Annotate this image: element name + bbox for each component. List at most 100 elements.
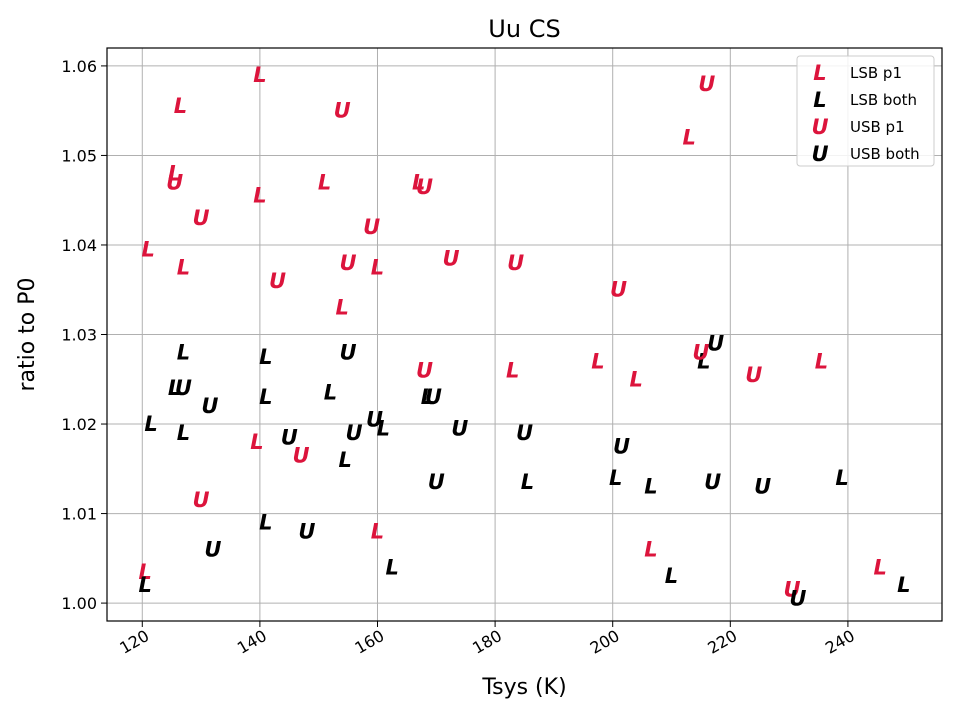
point-lsb-p1: L (371, 255, 384, 279)
point-usb-p1: U (363, 215, 380, 239)
point-lsb-p1: L (815, 349, 828, 373)
point-usb-p1: U (269, 269, 286, 293)
legend-marker-usb-p1: U (811, 115, 828, 139)
legend: L LSB p1 L LSB both U USB p1 U USB both (796, 55, 935, 167)
x-tick-label: 180 (469, 626, 505, 658)
x-tick-label: 120 (116, 626, 152, 658)
point-usb-p1: U (784, 578, 801, 602)
point-lsb-p1: L (250, 430, 263, 454)
point-lsb-p1: L (630, 367, 643, 391)
point-usb-p1: U (745, 363, 762, 387)
point-lsb-both: L (177, 340, 190, 364)
point-usb-p1: U (340, 251, 357, 275)
point-lsb-both: L (177, 421, 190, 445)
y-tick-label: 1.05 (61, 146, 97, 165)
point-usb-p1: U (698, 72, 715, 96)
point-usb-both: U (204, 537, 221, 561)
point-lsb-both: L (697, 349, 710, 373)
point-lsb-both: L (385, 555, 398, 579)
point-usb-p1: U (507, 251, 524, 275)
point-usb-both: U (345, 421, 362, 445)
axis-ticks: 120 140 160 180 200 220 240 1.00 1.01 1.02 1.03 1.0… (61, 57, 858, 658)
y-tick-label: 1.06 (61, 57, 97, 76)
point-lsb-both: L (644, 475, 657, 499)
point-usb-p1: U (610, 278, 627, 302)
data-points: L L L L L L L L L L L L L L L L L L L L L L L L L L L L L L L L L L L L L L L L… (139, 63, 911, 611)
point-lsb-p1: L (139, 560, 152, 584)
point-lsb-p1: L (591, 349, 604, 373)
x-tick-label: 160 (352, 626, 388, 658)
point-lsb-p1: L (253, 63, 266, 87)
x-tick-label: 220 (704, 626, 740, 658)
point-lsb-p1: L (174, 94, 187, 118)
x-tick-label: 140 (234, 626, 270, 658)
point-lsb-p1: L (506, 358, 519, 382)
legend-label-lsb-both: LSB both (850, 91, 917, 109)
point-lsb-p1: L (168, 161, 181, 185)
point-lsb-both: L (421, 385, 434, 409)
point-usb-both: U (281, 425, 298, 449)
point-lsb-p1: L (644, 537, 657, 561)
legend-marker-lsb-p1: L (813, 61, 826, 85)
point-lsb-both: L (338, 448, 351, 472)
point-usb-p1: U (416, 358, 433, 382)
point-usb-both: U (298, 519, 315, 543)
point-usb-p1: U (166, 170, 183, 194)
x-tick-label: 200 (587, 626, 623, 658)
point-lsb-both: L (521, 470, 534, 494)
point-lsb-both: L (259, 511, 272, 535)
point-usb-both: U (613, 434, 630, 458)
point-lsb-both: L (609, 466, 622, 490)
point-usb-both: U (340, 340, 357, 364)
point-usb-both: U (704, 470, 721, 494)
point-lsb-both: L (377, 417, 390, 441)
y-axis-label: ratio to P0 (15, 277, 40, 391)
legend-label-lsb-p1: LSB p1 (850, 64, 902, 82)
point-usb-p1: U (416, 175, 433, 199)
chart-title: Uu CS (488, 15, 560, 43)
point-lsb-p1: L (371, 519, 384, 543)
point-lsb-p1: L (177, 255, 190, 279)
legend-label-usb-both: USB both (850, 145, 920, 163)
point-usb-both: U (425, 385, 442, 409)
point-lsb-both: L (897, 573, 910, 597)
point-lsb-both: L (168, 376, 181, 400)
y-tick-label: 1.00 (61, 594, 97, 613)
point-usb-p1: U (193, 206, 210, 230)
point-lsb-p1: L (253, 184, 266, 208)
point-lsb-p1: L (318, 170, 331, 194)
point-usb-both: U (754, 475, 771, 499)
point-lsb-both: L (835, 466, 848, 490)
x-tick-label: 240 (822, 626, 858, 658)
point-usb-p1: U (293, 443, 310, 467)
point-usb-p1: U (193, 488, 210, 512)
point-lsb-both: L (139, 573, 152, 597)
point-lsb-both: L (144, 412, 157, 436)
point-usb-p1: U (692, 340, 709, 364)
x-axis-label: Tsys (K) (481, 675, 566, 700)
point-usb-both: U (428, 470, 445, 494)
y-tick-label: 1.04 (61, 236, 97, 255)
point-lsb-both: L (259, 345, 272, 369)
point-lsb-p1: L (412, 170, 425, 194)
point-lsb-p1: L (336, 296, 349, 320)
y-tick-label: 1.03 (61, 326, 97, 345)
legend-marker-usb-both: U (811, 142, 828, 166)
point-lsb-p1: L (874, 555, 887, 579)
point-usb-p1: U (334, 99, 351, 123)
y-tick-label: 1.01 (61, 505, 97, 524)
point-usb-both: U (451, 417, 468, 441)
point-usb-both: U (707, 331, 724, 355)
point-lsb-p1: L (682, 126, 695, 150)
point-lsb-both: L (665, 564, 678, 588)
point-usb-both: U (201, 394, 218, 418)
point-usb-p1: U (442, 246, 459, 270)
point-usb-both: U (516, 421, 533, 445)
point-lsb-both: L (324, 381, 337, 405)
legend-marker-lsb-both: L (813, 88, 826, 112)
legend-box (796, 55, 935, 167)
y-tick-label: 1.02 (61, 415, 97, 434)
point-usb-both: U (366, 408, 383, 432)
point-lsb-both: L (259, 385, 272, 409)
